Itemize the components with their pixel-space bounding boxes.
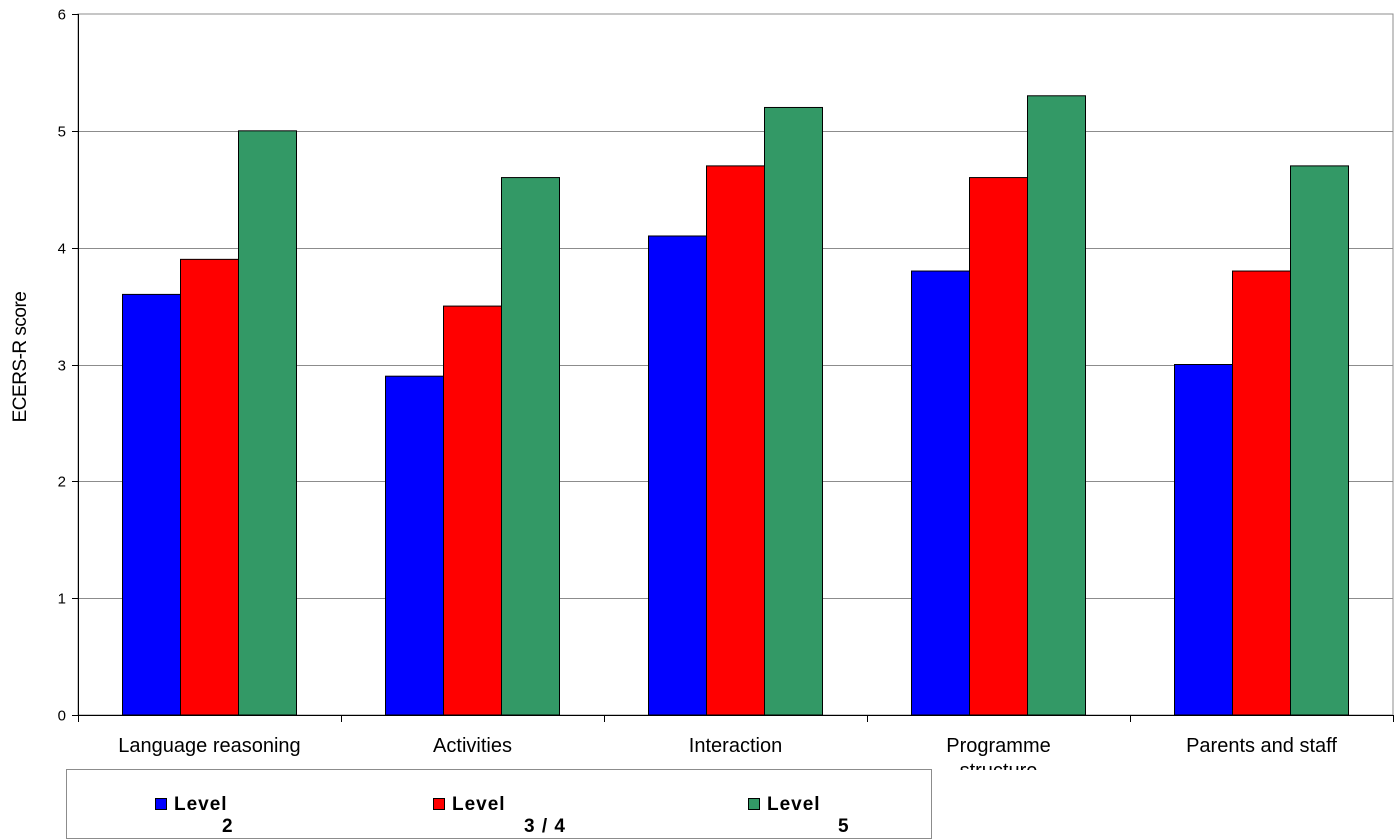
bar-chart: 0 1 2 3 4 5 6 Language reasoning Activities Inter…: [10, 7, 1394, 771]
legend: Level 2 Level 3 / 4 Level 5: [66, 769, 932, 839]
bar-series-1-category-2: [706, 165, 765, 716]
bar-series-2-category-2: [764, 106, 823, 716]
labels: 0 1 2 3 4 5 6 Language reasoning Activities Inter…: [58, 7, 1338, 771]
y-tick-label: 1: [58, 591, 66, 608]
y-tick-label: 0: [58, 708, 66, 725]
bar-series-2-category-1: [501, 177, 560, 716]
bar-series-1-category-1: [443, 305, 502, 716]
bar-series-1-category-4: [1232, 270, 1291, 716]
legend-label: Level: [174, 794, 228, 815]
bar-series-2-category-4: [1290, 165, 1349, 716]
bar-series-0-category-4: [1174, 364, 1233, 716]
legend-subscript: 5: [838, 816, 850, 837]
axes: [72, 14, 1394, 722]
legend-swatch-level-5: [748, 798, 760, 810]
bar-series-0-category-1: [385, 375, 444, 716]
y-axis-title: ECERS-R score: [10, 292, 31, 423]
x-category-label: Parents and staff: [1186, 735, 1337, 757]
y-tick-label: 4: [58, 241, 66, 258]
y-tick-label: 5: [58, 124, 66, 141]
bar-series-0-category-2: [648, 235, 707, 716]
bar-series-2-category-3: [1027, 95, 1086, 716]
bar-series-2-category-0: [238, 130, 297, 716]
bar-series-1-category-3: [969, 177, 1028, 716]
bar-series-0-category-3: [911, 270, 970, 716]
y-tick-label: 2: [58, 474, 66, 491]
x-category-label: Language reasoning: [118, 735, 300, 757]
legend-label: Level: [767, 794, 821, 815]
bar-series-1-category-0: [180, 258, 239, 716]
legend-swatch-level-2: [155, 798, 167, 810]
x-category-label: Activities: [433, 735, 512, 757]
x-category-label: Interaction: [689, 735, 782, 757]
bars: [122, 95, 1349, 716]
bar-series-0-category-0: [122, 293, 181, 716]
legend-subscript: 3 / 4: [524, 816, 566, 837]
y-tick-label: 3: [58, 358, 66, 375]
legend-label: Level: [452, 794, 506, 815]
legend-swatch-level-3-4: [433, 798, 445, 810]
legend-subscript: 2: [222, 816, 234, 837]
y-tick-label: 6: [58, 7, 66, 24]
x-category-label: Programmestructure: [946, 735, 1050, 770]
